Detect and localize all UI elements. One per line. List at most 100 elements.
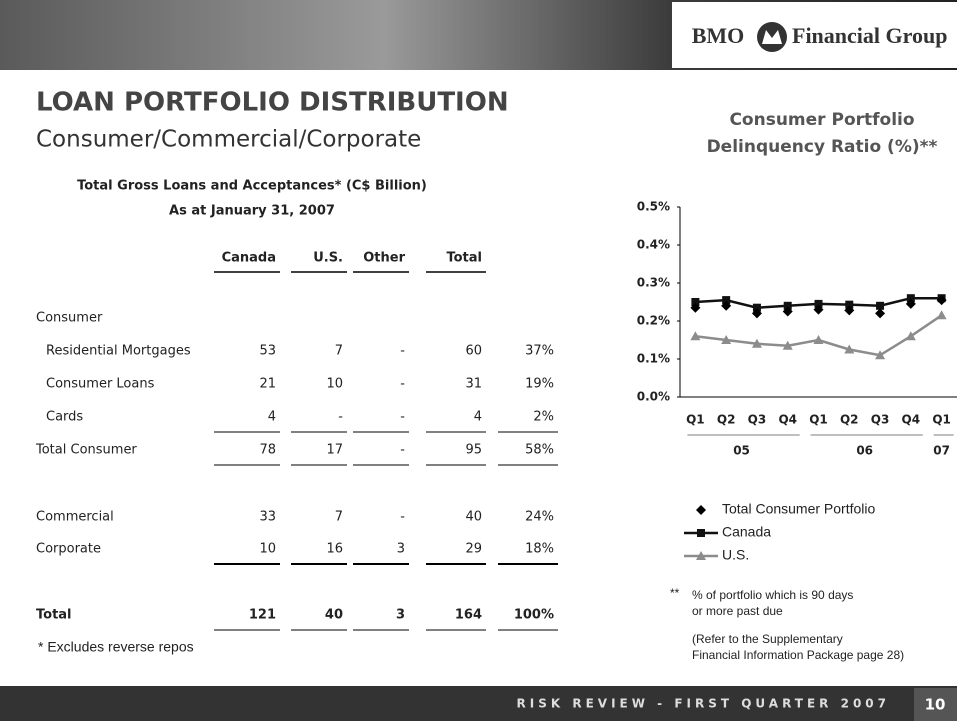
page-number: 10 (925, 696, 946, 714)
slide-subtitle: Consumer/Commercial/Corporate (36, 127, 421, 153)
cell: 2% (533, 410, 554, 425)
cell: 29 (465, 542, 482, 557)
x-tick-label: Q1 (809, 413, 828, 427)
series-marker (722, 296, 731, 305)
x-tick-label: Q1 (686, 413, 705, 427)
x-tick-label: Q3 (748, 413, 767, 427)
series-marker (721, 335, 732, 344)
table-footnote: * Excludes reverse repos (38, 639, 194, 655)
series-marker (690, 302, 701, 313)
y-tick-label: 0.5% (637, 200, 670, 214)
cell: 18% (525, 542, 554, 557)
cell: 95 (465, 443, 482, 458)
x-tick-label: Q4 (902, 413, 921, 427)
logo-box (672, 2, 957, 68)
cell: 4 (474, 410, 482, 425)
cell: 7 (335, 510, 343, 525)
table-subtitle: As at January 31, 2007 (169, 204, 335, 219)
row-label: Total Consumer (35, 443, 137, 458)
cell: 78 (259, 443, 276, 458)
x-tick-label: Q3 (871, 413, 890, 427)
chart-title: Consumer Portfolio (729, 110, 914, 130)
series-marker (845, 300, 854, 309)
cell: - (400, 410, 405, 425)
series-marker (906, 294, 915, 303)
cell: 40 (465, 510, 482, 525)
series-marker (905, 331, 916, 341)
cell: 16 (326, 542, 343, 557)
note-text: % of portfolio which is 90 days (692, 588, 853, 602)
logo-brand: BMO (692, 23, 745, 48)
cell: - (400, 443, 405, 458)
legend-label: U.S. (722, 547, 749, 563)
series-marker (936, 295, 947, 306)
group-label: 06 (856, 444, 873, 458)
series-marker (936, 310, 947, 320)
legend-label: Total Consumer Portfolio (722, 501, 876, 517)
series-marker (844, 305, 855, 316)
series-marker (813, 304, 824, 315)
y-tick-label: 0.1% (637, 352, 670, 366)
cell: 17 (326, 443, 343, 458)
series-marker (752, 303, 761, 312)
series-marker (751, 338, 762, 348)
column-header: Other (363, 251, 405, 266)
note-text: or more past due (692, 604, 783, 618)
y-tick-label: 0.3% (637, 276, 670, 290)
logo-icon (757, 22, 787, 52)
series-marker (751, 308, 762, 319)
x-tick-label: Q2 (840, 413, 859, 427)
page-box (914, 688, 957, 721)
row-label: Consumer (36, 311, 103, 326)
series-marker (690, 331, 701, 341)
series-marker (844, 344, 855, 354)
legend-marker (696, 505, 706, 515)
group-label: 05 (733, 444, 750, 458)
series-marker (782, 340, 793, 350)
reference-text: Financial Information Package page 28) (692, 648, 904, 662)
cell: 21 (259, 377, 276, 392)
x-tick-label: Q1 (932, 413, 951, 427)
series-marker (875, 308, 886, 319)
column-header: Canada (222, 251, 276, 266)
slide-title: LOAN PORTFOLIO DISTRIBUTION (36, 88, 509, 118)
cell: 4 (268, 410, 276, 425)
cell: 10 (259, 542, 276, 557)
cell: 7 (335, 344, 343, 359)
row-label: Corporate (36, 542, 101, 557)
series-marker (721, 300, 732, 311)
legend-marker (696, 551, 706, 560)
cell: 121 (249, 608, 276, 623)
row-label: Consumer Loans (46, 377, 155, 392)
series-marker (876, 301, 885, 310)
footer-bar (0, 686, 957, 721)
row-label: Commercial (36, 510, 114, 525)
cell: - (400, 510, 405, 525)
chart-title: Delinquency Ratio (%)** (707, 137, 938, 157)
cell: 10 (326, 377, 343, 392)
table-title: Total Gross Loans and Acceptances* (C$ B… (77, 179, 427, 194)
group-label: 07 (933, 444, 950, 458)
cell: 53 (259, 344, 276, 359)
cell: 37% (525, 344, 554, 359)
cell: 24% (525, 510, 554, 525)
note-marker: ** (670, 586, 680, 600)
footer-text: RISK REVIEW - FIRST QUARTER 2007 (517, 697, 890, 711)
row-label: Residential Mortgages (46, 344, 191, 359)
cell: 40 (325, 608, 343, 623)
logo-name: Financial Group (792, 23, 947, 48)
series-marker (813, 335, 824, 344)
legend-marker (697, 529, 705, 537)
series-marker (782, 306, 793, 317)
cell: 58% (525, 443, 554, 458)
series-marker (905, 298, 916, 309)
series-marker (691, 298, 700, 306)
cell: 3 (397, 542, 405, 557)
row-label: Total (36, 608, 72, 623)
y-tick-label: 0.2% (637, 314, 670, 328)
y-tick-label: 0.0% (637, 390, 670, 404)
column-header: Total (446, 251, 482, 266)
legend-label: Canada (722, 524, 771, 540)
